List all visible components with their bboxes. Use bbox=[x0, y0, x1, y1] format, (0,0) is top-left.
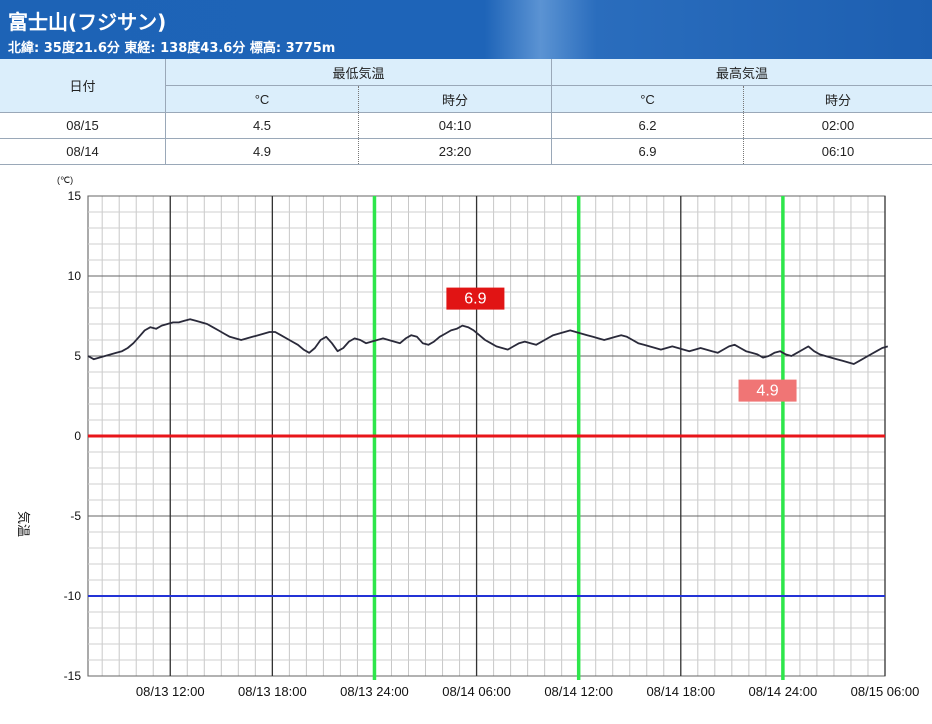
y-tick-label: 15 bbox=[68, 189, 82, 203]
y-tick-label: -10 bbox=[64, 589, 82, 603]
temperature-summary-table: 日付 最低気温 最高気温 °C 時分 °C 時分 08/15 4.5 04:10… bbox=[0, 59, 932, 165]
y-unit-label: (℃) bbox=[57, 175, 73, 185]
temperature-series-line bbox=[87, 318, 889, 365]
row-max-time: 02:00 bbox=[743, 112, 932, 139]
date-header: 日付 bbox=[0, 59, 166, 113]
row-max-value: 6.9 bbox=[551, 138, 744, 165]
row-date: 08/14 bbox=[0, 138, 166, 165]
max-unit-time-header: 時分 bbox=[743, 85, 932, 113]
x-tick-label: 08/14 12:00 bbox=[544, 684, 613, 699]
max-temp-label: 6.9 bbox=[446, 287, 505, 310]
min-unit-time-header: 時分 bbox=[358, 85, 552, 113]
row-min-time: 04:10 bbox=[358, 112, 552, 139]
x-tick-label: 08/14 06:00 bbox=[442, 684, 511, 699]
row-date: 08/15 bbox=[0, 112, 166, 139]
station-title: 富士山(フジサン) bbox=[8, 10, 167, 34]
y-tick-label: -15 bbox=[64, 669, 82, 683]
row-min-value: 4.5 bbox=[165, 112, 359, 139]
y-tick-label: -5 bbox=[70, 509, 81, 523]
x-tick-label: 08/13 12:00 bbox=[136, 684, 205, 699]
min-temp-header: 最低気温 bbox=[165, 59, 552, 86]
min-temp-label-box bbox=[738, 379, 797, 402]
station-header: 富士山(フジサン) 北緯: 35度21.6分 東経: 138度43.6分 標高:… bbox=[0, 0, 932, 59]
min-temp-label: 4.9 bbox=[738, 379, 797, 402]
max-temp-header: 最高気温 bbox=[551, 59, 932, 86]
x-tick-label: 08/15 06:00 bbox=[851, 684, 920, 699]
min-temp-label-text: 4.9 bbox=[756, 383, 778, 400]
y-tick-label: 0 bbox=[74, 429, 81, 443]
max-temp-label-box bbox=[446, 287, 505, 310]
table-row: 08/14 4.9 23:20 6.9 06:10 bbox=[0, 138, 932, 165]
x-tick-label: 08/13 24:00 bbox=[340, 684, 409, 699]
y-axis-label: 気温 bbox=[16, 511, 31, 537]
max-unit-c-header: °C bbox=[551, 85, 744, 113]
row-max-value: 6.2 bbox=[551, 112, 744, 139]
y-tick-label: 10 bbox=[68, 269, 82, 283]
row-min-time: 23:20 bbox=[358, 138, 552, 165]
row-max-time: 06:10 bbox=[743, 138, 932, 165]
max-temp-label-text: 6.9 bbox=[464, 291, 486, 308]
x-tick-label: 08/13 18:00 bbox=[238, 684, 307, 699]
x-tick-label: 08/14 18:00 bbox=[646, 684, 715, 699]
temperature-chart: 15 10 5 0 -5 -10 -15 (℃) 気温 08/13 12:00 08/13 18:0… bbox=[16, 175, 920, 699]
station-coordinates: 北緯: 35度21.6分 東経: 138度43.6分 標高: 3775m bbox=[8, 41, 336, 56]
table-row: 08/15 4.5 04:10 6.2 02:00 bbox=[0, 112, 932, 139]
row-min-value: 4.9 bbox=[165, 138, 359, 165]
x-tick-label: 08/14 24:00 bbox=[749, 684, 818, 699]
min-unit-c-header: °C bbox=[165, 85, 359, 113]
y-tick-label: 5 bbox=[74, 349, 81, 363]
